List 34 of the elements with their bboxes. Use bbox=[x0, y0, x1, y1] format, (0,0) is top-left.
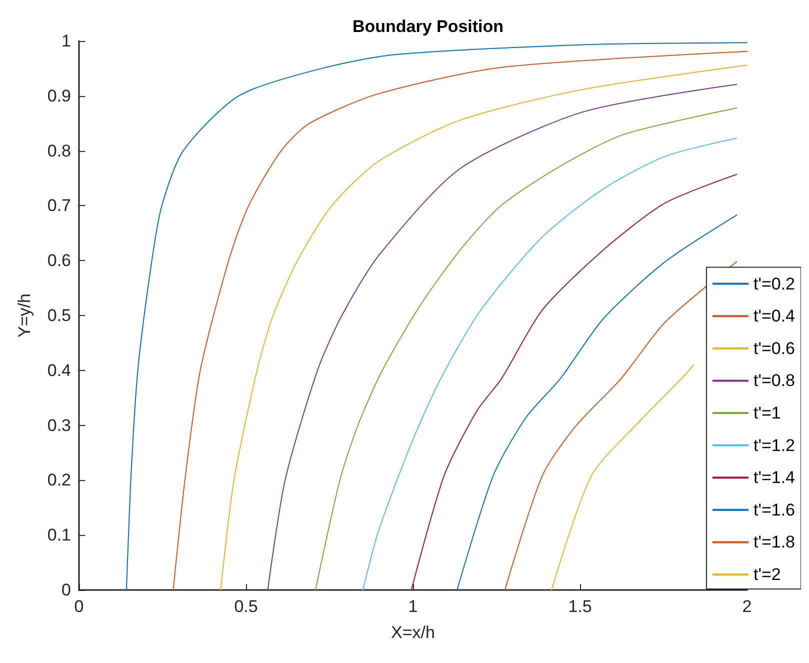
y-tick-label: 0.8 bbox=[47, 141, 71, 160]
legend-label: t'=1.8 bbox=[753, 532, 795, 552]
y-tick-label: 0 bbox=[62, 580, 71, 600]
legend-label: t'=0.8 bbox=[753, 371, 795, 390]
x-tick-label: 0 bbox=[74, 597, 84, 616]
line-series bbox=[551, 364, 694, 590]
x-tick-label: 1 bbox=[408, 597, 418, 616]
y-tick-label: 0.3 bbox=[47, 416, 71, 435]
legend-label: t'=1.2 bbox=[753, 436, 795, 455]
y-tick-label: 0.1 bbox=[47, 526, 71, 545]
y-tick-label: 0.5 bbox=[47, 306, 71, 325]
x-axis-title: X=x/h bbox=[391, 623, 435, 642]
line-series bbox=[504, 261, 738, 590]
y-tick-label: 0.7 bbox=[47, 196, 71, 216]
line-series bbox=[456, 214, 738, 590]
legend-label: t'=0.2 bbox=[753, 274, 795, 294]
x-tick-label: 0.5 bbox=[234, 597, 258, 616]
line-series bbox=[410, 174, 738, 590]
legend-label: t'=2 bbox=[753, 565, 781, 584]
y-tick-label: 0.6 bbox=[47, 251, 71, 270]
line-series bbox=[362, 138, 738, 590]
legend-label: t'=1.6 bbox=[753, 500, 795, 520]
legend-label: t'=1 bbox=[753, 404, 781, 422]
legend-label: t'=0.4 bbox=[753, 306, 795, 326]
legend-label: t'=1.4 bbox=[753, 468, 795, 488]
chart-title: Boundary Position bbox=[352, 17, 504, 36]
y-axis-title: Y=y/h bbox=[15, 294, 34, 338]
x-tick-label: 2 bbox=[742, 597, 752, 616]
y-tick-label: 0.9 bbox=[47, 86, 71, 106]
legend-label: t'=0.6 bbox=[753, 338, 795, 358]
y-tick-label: 0.4 bbox=[47, 360, 71, 380]
y-tick-label: 0.2 bbox=[47, 470, 71, 490]
y-tick-label: 1 bbox=[62, 32, 71, 50]
x-tick-label: 1.5 bbox=[568, 597, 592, 616]
